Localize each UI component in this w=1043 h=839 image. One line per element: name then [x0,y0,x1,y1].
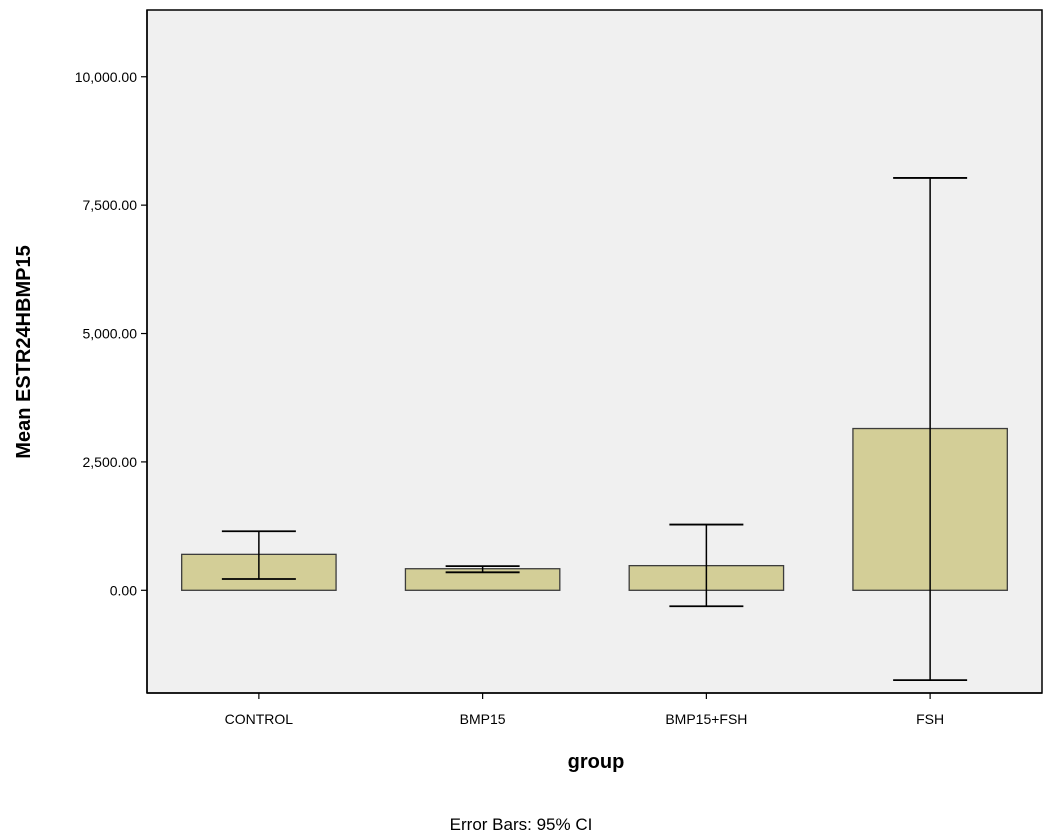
x-tick-label: CONTROL [225,711,294,727]
y-tick-label: 7,500.00 [83,197,138,213]
error-bars-footnote: Error Bars: 95% CI [450,815,593,834]
y-ticks-group: 0.00 2,500.00 5,000.00 7,500.00 10,000.00 [75,69,147,598]
x-tick-label: BMP15+FSH [665,711,747,727]
error-bar-control [221,530,296,580]
x-axis-title: group [568,751,625,773]
y-tick-label: 2,500.00 [83,454,138,470]
axes-group [146,10,1042,694]
error-bar-bmp15-fsh [669,523,744,608]
x-tick-label: FSH [916,711,944,727]
x-ticks-group: CONTROL BMP15 BMP15+FSH FSH [225,693,944,727]
error-bar-bmp15 [445,565,520,574]
y-axis-title: Mean ESTR24HBMP15 [13,245,35,458]
error-bars-group [221,177,968,682]
y-tick-label: 0.00 [110,582,137,598]
x-tick-label: BMP15 [460,711,506,727]
y-tick-label: 5,000.00 [83,326,138,342]
error-bar-fsh [893,177,968,682]
y-tick-label: 10,000.00 [75,69,137,85]
